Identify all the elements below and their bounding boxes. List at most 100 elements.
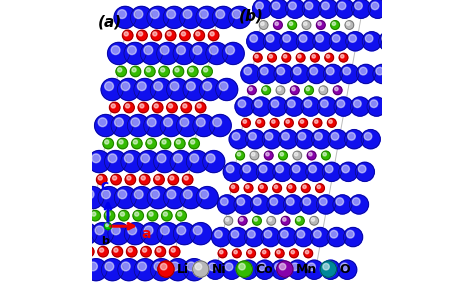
Circle shape <box>305 2 313 10</box>
Circle shape <box>222 42 244 64</box>
Circle shape <box>294 227 313 246</box>
Circle shape <box>267 216 275 225</box>
Circle shape <box>255 2 264 10</box>
Circle shape <box>302 0 321 18</box>
Circle shape <box>247 86 256 95</box>
Circle shape <box>189 138 200 149</box>
Circle shape <box>315 133 322 140</box>
Circle shape <box>319 86 328 95</box>
Circle shape <box>262 130 281 149</box>
Circle shape <box>260 185 264 188</box>
Circle shape <box>254 53 262 62</box>
Circle shape <box>362 32 382 51</box>
Circle shape <box>321 151 330 160</box>
Circle shape <box>241 64 260 84</box>
Circle shape <box>290 249 298 258</box>
Circle shape <box>346 32 365 51</box>
Circle shape <box>373 64 392 84</box>
Circle shape <box>209 263 216 271</box>
Circle shape <box>347 133 356 140</box>
Text: Li: Li <box>177 263 189 276</box>
Circle shape <box>279 263 286 270</box>
Circle shape <box>289 162 309 182</box>
Circle shape <box>263 250 266 254</box>
Circle shape <box>231 230 239 238</box>
Circle shape <box>293 151 301 160</box>
Circle shape <box>160 46 169 55</box>
Circle shape <box>242 263 249 271</box>
Circle shape <box>263 87 267 91</box>
Circle shape <box>118 10 127 19</box>
Circle shape <box>195 263 202 270</box>
Circle shape <box>231 185 235 188</box>
Circle shape <box>254 218 257 221</box>
Circle shape <box>258 263 266 271</box>
Circle shape <box>270 198 278 205</box>
Circle shape <box>153 32 157 36</box>
Circle shape <box>297 218 301 221</box>
Circle shape <box>115 118 123 127</box>
Circle shape <box>146 68 150 72</box>
Circle shape <box>162 211 172 221</box>
Circle shape <box>379 32 398 51</box>
Circle shape <box>266 153 269 156</box>
Circle shape <box>272 260 291 279</box>
Circle shape <box>132 68 136 72</box>
Circle shape <box>298 133 306 140</box>
Circle shape <box>292 87 295 91</box>
Circle shape <box>245 227 264 246</box>
Circle shape <box>263 32 283 51</box>
Circle shape <box>323 64 343 84</box>
Circle shape <box>307 64 326 84</box>
Circle shape <box>334 97 353 116</box>
Circle shape <box>118 190 127 199</box>
Circle shape <box>134 259 156 281</box>
Circle shape <box>157 154 166 163</box>
Circle shape <box>137 82 146 90</box>
Circle shape <box>150 79 172 101</box>
Circle shape <box>296 53 305 62</box>
Circle shape <box>160 115 182 137</box>
Circle shape <box>167 190 176 199</box>
Circle shape <box>316 35 323 42</box>
Circle shape <box>121 262 130 271</box>
Circle shape <box>268 97 287 116</box>
Circle shape <box>90 211 100 221</box>
Circle shape <box>173 42 195 64</box>
Circle shape <box>203 68 208 72</box>
Circle shape <box>186 151 209 173</box>
Circle shape <box>223 162 242 182</box>
Circle shape <box>151 259 173 281</box>
Circle shape <box>355 162 374 182</box>
Circle shape <box>82 186 104 209</box>
Circle shape <box>170 151 192 173</box>
Circle shape <box>283 218 286 221</box>
Circle shape <box>310 53 319 62</box>
Circle shape <box>299 35 307 42</box>
Circle shape <box>173 223 195 245</box>
Circle shape <box>240 162 259 182</box>
Circle shape <box>310 216 319 225</box>
Circle shape <box>244 184 253 193</box>
Circle shape <box>306 162 325 182</box>
Circle shape <box>275 263 283 271</box>
Circle shape <box>226 165 234 173</box>
Circle shape <box>312 55 315 58</box>
Circle shape <box>124 223 146 245</box>
Circle shape <box>315 120 318 123</box>
Circle shape <box>236 261 252 277</box>
Circle shape <box>168 174 179 185</box>
Circle shape <box>350 97 370 116</box>
Circle shape <box>234 250 237 254</box>
Circle shape <box>289 22 293 26</box>
Circle shape <box>140 104 144 108</box>
Circle shape <box>349 35 356 42</box>
Circle shape <box>220 198 228 205</box>
Circle shape <box>88 151 110 173</box>
Circle shape <box>177 226 186 235</box>
Circle shape <box>327 227 346 246</box>
Circle shape <box>344 227 363 246</box>
Circle shape <box>329 120 332 123</box>
Circle shape <box>182 32 186 36</box>
Circle shape <box>303 198 310 205</box>
